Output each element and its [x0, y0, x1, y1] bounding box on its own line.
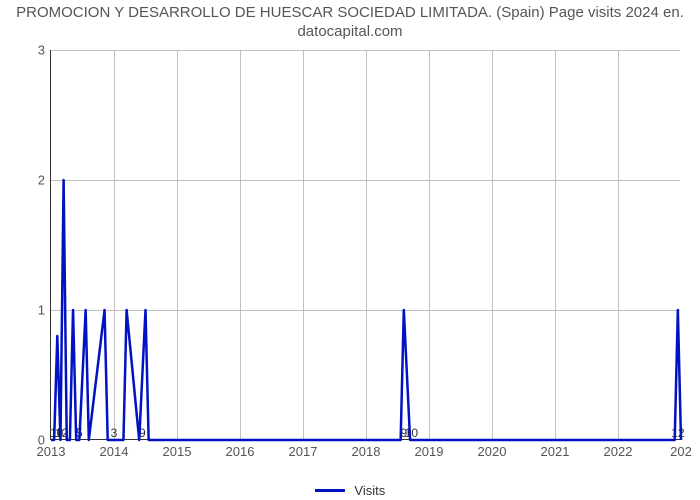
x-tick-label: 2022: [604, 444, 633, 459]
x-tick-label: 2015: [163, 444, 192, 459]
visits-line: [51, 180, 681, 440]
legend-swatch: [315, 489, 345, 492]
y-tick-label: 1: [23, 303, 45, 318]
x-tick-label: 2016: [226, 444, 255, 459]
y-tick-label: 2: [23, 173, 45, 188]
x-tick-label: 2021: [541, 444, 570, 459]
line-series: [51, 50, 681, 440]
chart-title: PROMOCION Y DESARROLLO DE HUESCAR SOCIED…: [0, 4, 700, 42]
x-tick-label: 2020: [478, 444, 507, 459]
legend-label: Visits: [354, 483, 385, 498]
x-tick-label: 2019: [415, 444, 444, 459]
plot-area: 0123201320142015201620172018201920202021…: [50, 50, 680, 440]
legend: Visits: [0, 482, 700, 498]
y-tick-label: 3: [23, 43, 45, 58]
x-tick-label: 2017: [289, 444, 318, 459]
x-tick-label: 2018: [352, 444, 381, 459]
x-tick-label: 202: [670, 444, 692, 459]
x-tick-label: 2013: [37, 444, 66, 459]
x-tick-label: 2014: [100, 444, 129, 459]
